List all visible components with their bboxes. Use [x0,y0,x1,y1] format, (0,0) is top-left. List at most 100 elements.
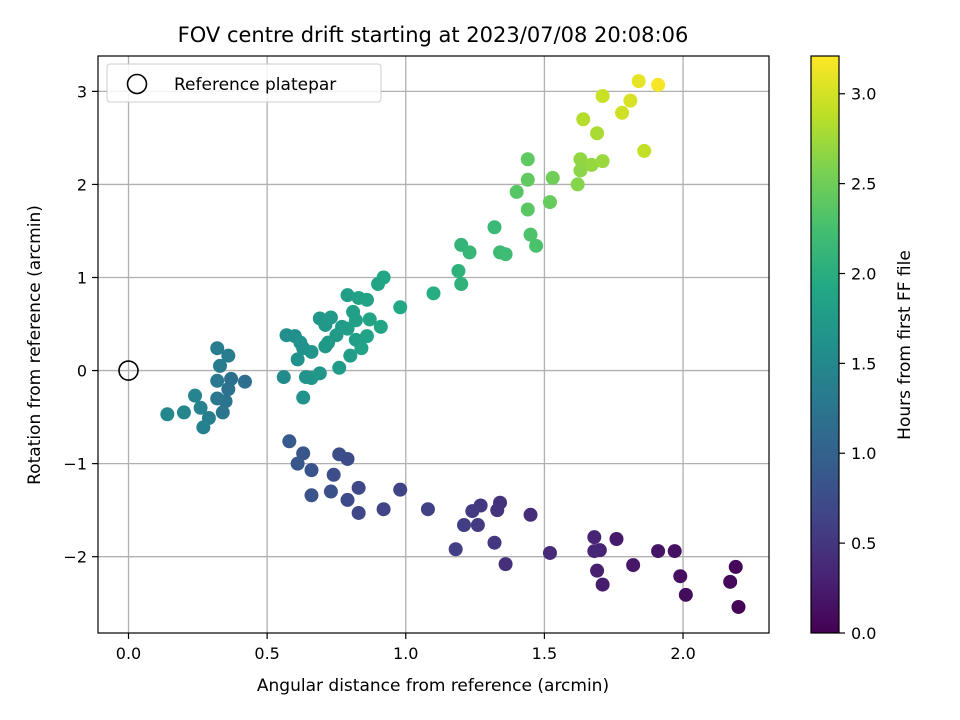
scatter-points [160,74,746,614]
colorbar-label: Hours from first FF file [895,250,915,440]
scatter-point [545,170,560,185]
scatter-point [160,407,175,422]
scatter-point [590,563,605,578]
scatter-point [340,492,355,507]
scatter-point [296,446,311,461]
scatter-point [609,532,624,547]
scatter-point [312,366,327,381]
scatter-point [673,569,688,584]
scatter-point [587,530,602,545]
y-tick-label: −1 [63,455,87,474]
scatter-point [587,544,602,559]
scatter-point [454,277,469,292]
colorbar-tick-label: 1.5 [851,354,876,373]
scatter-point [282,434,297,449]
scatter-point [290,456,305,471]
scatter-point [584,157,599,172]
scatter-point [420,502,435,517]
scatter-point [351,505,366,520]
scatter-point [678,587,693,602]
scatter-point [221,348,236,363]
y-tick-label: 3 [77,82,87,101]
scatter-point [304,488,319,503]
scatter-point [351,480,366,495]
scatter-point [323,484,338,499]
x-tick-label: 2.0 [670,644,695,663]
scatter-point [348,313,363,328]
scatter-point [498,247,513,262]
scatter-point [359,329,374,344]
scatter-point [359,292,374,307]
scatter-point [651,77,666,92]
legend-label: Reference platepar [174,75,336,95]
x-tick-label: 0.5 [254,644,279,663]
scatter-point [523,507,538,522]
scatter-point [354,341,369,356]
colorbar: 0.0 0.5 1.0 1.5 2.0 2.5 3.0 Hours from first F… [810,55,915,643]
legend-box [106,63,382,103]
colorbar-tick-label: 0.5 [851,534,876,553]
y-axis: −2 −1 0 1 2 3 [63,82,98,567]
y-tick-label: 1 [77,268,87,287]
scatter-point [573,152,588,167]
colorbar-gradient [810,55,840,634]
y-tick-label: 0 [77,362,87,381]
colorbar-tick-label: 2.5 [851,175,876,194]
scatter-point [196,420,211,435]
scatter-point [595,89,610,104]
scatter-point [210,341,225,356]
scatter-point [210,391,225,406]
scatter-point [462,245,477,260]
scatter-point [362,312,377,327]
plot-area [97,55,770,634]
x-tick-label: 1.5 [532,644,557,663]
scatter-point [376,502,391,517]
scatter-point [176,405,191,420]
grid [98,56,769,633]
scatter-point [290,352,305,367]
scatter-point [498,557,513,572]
x-tick-label: 0.0 [116,644,141,663]
reference-platepar-marker [118,360,139,381]
scatter-point [520,172,535,187]
scatter-point [376,270,391,285]
scatter-point [457,518,471,533]
scatter-point [296,390,311,405]
y-tick-label: 2 [77,175,87,194]
scatter-point [523,227,538,242]
scatter-point [470,518,485,533]
scatter-point [509,184,524,199]
y-tick-label: −2 [63,548,87,567]
scatter-point [221,382,236,397]
scatter-point [490,503,505,518]
scatter-point [520,202,535,217]
scatter-point [637,143,652,158]
scatter-point [326,467,341,482]
scatter-point [667,544,682,559]
scatter-point [573,163,588,178]
scatter-point [542,545,557,560]
scatter-point [731,599,746,614]
scatter-point [323,310,338,325]
scatter-point [451,263,466,278]
colorbar-tick-label: 2.0 [851,264,876,283]
scatter-point [520,152,535,167]
scatter-point [576,112,591,127]
scatter-point [237,374,252,389]
scatter-point [728,559,743,574]
scatter-point [304,463,319,478]
scatter-point [590,126,605,141]
chart-title: FOV centre drift starting at 2023/07/08 … [178,23,689,47]
colorbar-tick-label: 0.0 [851,624,876,643]
scatter-point [340,288,355,303]
scatter-point [623,93,638,108]
scatter-point [487,220,502,235]
scatter-point [465,504,480,519]
colorbar-tick-label: 1.0 [851,444,876,463]
scatter-point [343,348,358,363]
plot-frame [97,55,770,634]
scatter-point [193,400,208,415]
legend-marker-icon [126,73,148,95]
scatter-point [626,558,641,573]
